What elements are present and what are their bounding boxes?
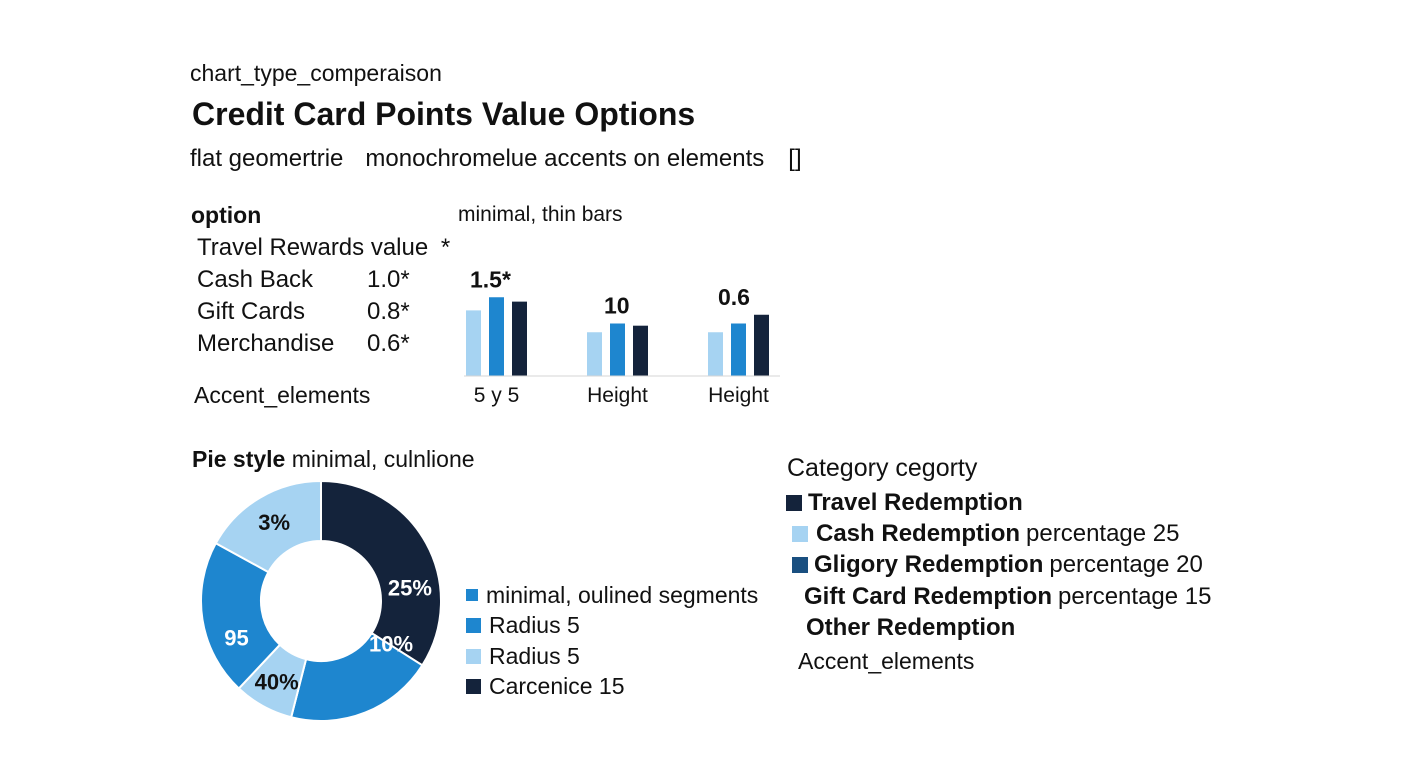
option-value: 0.8* [367, 298, 410, 325]
bar [489, 297, 504, 376]
subtitle-accents: monochromelue accents on elements [365, 145, 765, 172]
bar-value-label: 10 [604, 293, 630, 319]
category-name: Gift Card Redemption [804, 582, 1053, 610]
legend-label: Carcenice 15 [489, 673, 625, 700]
pie-slice-label: 40% [255, 670, 299, 695]
pie-slice [200, 541, 282, 690]
bar [708, 332, 723, 376]
pie-title: Pie style minimal, culnlione [192, 446, 475, 473]
pie-title-rest: minimal, culnlione [291, 446, 475, 472]
bar-value-label: 0.6 [718, 284, 750, 310]
option-row: Travel Rewards value * [197, 234, 450, 262]
subtitle-style: flat geomertrie [190, 145, 344, 172]
bar-category-label: Height [587, 384, 648, 407]
bar [587, 332, 602, 376]
legend-swatch [466, 679, 481, 695]
option-value: * [440, 234, 451, 261]
option-label: Cash Back [197, 266, 314, 293]
option-value: 0.6* [367, 330, 410, 357]
category-name: Cash Redemption [816, 519, 1021, 547]
pie-title-bold: Pie style [192, 446, 286, 472]
category-name: Other Redemption [806, 613, 1016, 641]
bar [512, 301, 527, 376]
pie-legend-item: Radius 5 [466, 611, 758, 642]
category-item: Cash Redemption percentage 25 [786, 518, 1211, 549]
bar-category-label: Height [708, 384, 769, 407]
category-name: Gligory Redemption [814, 551, 1044, 579]
option-row: Gift Cards 0.8* [197, 298, 410, 326]
pie-slice [214, 479, 322, 574]
option-heading: option [191, 202, 262, 228]
category-list: Travel Redemption Cash Redemption percent… [786, 487, 1211, 643]
option-label: Merchandise [197, 330, 335, 357]
pie-legend-item: Carcenice 15 [466, 672, 758, 703]
bar [731, 323, 746, 376]
accent-label: Accent_elements [798, 648, 975, 674]
page-subtitle: flat geomertrie monochromelue accents on … [190, 145, 802, 173]
chart-tag: chart_type_comperaison [190, 60, 442, 86]
option-value: 1.0* [367, 266, 410, 293]
pie-slice [320, 479, 442, 667]
category-item: Gligory Redemption percentage 20 [786, 550, 1211, 581]
category-name: Travel Redemption [808, 488, 1023, 516]
legend-swatch [466, 618, 481, 634]
option-row: Merchandise 0.6* [197, 330, 410, 358]
category-heading: Category cegorty [787, 454, 978, 482]
subtitle-brackets: [] [788, 145, 802, 172]
bar-category-label: 5 y 5 [474, 384, 520, 407]
option-label: Travel Rewards value [197, 234, 429, 261]
pie-slice [289, 631, 424, 722]
category-percentage: percentage 15 [1058, 582, 1212, 610]
pie-legend-item: minimal, oulined segments [466, 580, 758, 611]
legend-label: minimal, oulined segments [486, 581, 759, 608]
category-swatch [792, 557, 808, 574]
category-swatch [786, 494, 802, 511]
legend-label: Radius 5 [489, 612, 580, 639]
legend-swatch [466, 589, 478, 602]
pie-legend: minimal, oulined segments Radius 5 Radiu… [466, 580, 758, 702]
category-item: Gift Card Redemption percentage 15 [786, 581, 1211, 612]
pie-legend-item: Radius 5 [466, 641, 758, 672]
pie-slice-label: 95 [224, 625, 248, 650]
bar-chart-caption: minimal, thin bars [458, 203, 623, 226]
bar [610, 323, 625, 376]
pie-slice-label: 10% [369, 632, 413, 657]
bar-value-label: 1.5* [470, 266, 511, 292]
bar-chart: 1.5* 10 0.6 5 y 5 Height Height [464, 266, 780, 407]
bar [633, 325, 648, 376]
bar [466, 310, 481, 376]
legend-label: Radius 5 [489, 642, 580, 669]
page-title: Credit Card Points Value Options [192, 96, 696, 132]
category-swatch [792, 525, 808, 542]
option-label: Gift Cards [197, 298, 306, 325]
accent-label: Accent_elements [194, 382, 371, 408]
pie-slice-label: 3% [258, 510, 290, 535]
category-percentage: percentage 25 [1026, 519, 1180, 547]
donut-chart: 25% 10% 40% 95 3% [200, 479, 442, 722]
option-row: Cash Back 1.0* [197, 266, 410, 294]
category-item: Travel Redemption [786, 487, 1211, 518]
category-item: Other Redemption [786, 612, 1211, 643]
pie-slice-label: 25% [388, 575, 432, 600]
bar [754, 314, 769, 376]
category-percentage: percentage 20 [1049, 551, 1203, 579]
legend-swatch [466, 648, 481, 664]
